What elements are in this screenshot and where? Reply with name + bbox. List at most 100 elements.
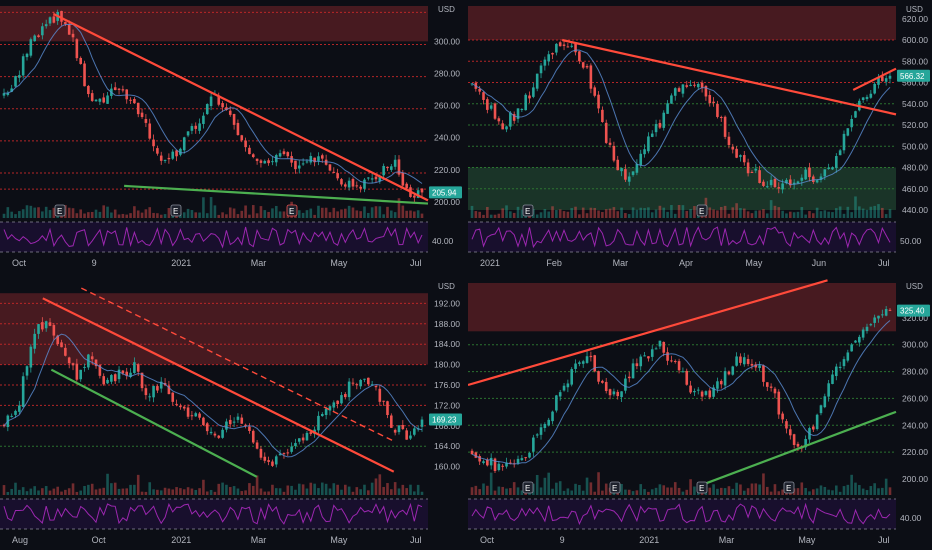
volume-bar [769, 200, 773, 218]
volume-bar [512, 212, 516, 218]
candle-body [209, 96, 213, 107]
candle-body [286, 152, 290, 157]
volume-bar [888, 487, 892, 495]
chart-panel-top-right[interactable]: 50.00 E E USD 620.00 600.00 580.00 560.00 540.00… [468, 0, 932, 273]
rsi-line [471, 226, 891, 249]
candle-body [819, 176, 823, 180]
candle-body [631, 363, 635, 379]
volume-bar [14, 214, 17, 218]
y-tick-label: 500.00 [902, 141, 928, 151]
volume-bar [324, 207, 328, 218]
volume-bar [401, 205, 405, 218]
volume-bar [543, 209, 547, 218]
volume-bar [267, 211, 270, 218]
y-tick-label: 200.00 [434, 197, 460, 207]
trendline-green [50, 368, 258, 478]
volume-bar [41, 488, 44, 495]
candle-body [666, 103, 669, 114]
candle-body [685, 370, 689, 385]
volume-bar [378, 474, 382, 495]
volume-bar [213, 491, 217, 495]
candle-body [620, 168, 623, 172]
volume-bar [259, 206, 263, 218]
candle-body [696, 83, 700, 88]
volume-bar [25, 491, 29, 495]
volume-bar [125, 488, 129, 495]
earnings-marker [170, 204, 182, 217]
volume-bar [213, 205, 217, 218]
candle-body [182, 137, 186, 151]
volume-bar [831, 490, 834, 495]
volume-bar [106, 473, 109, 495]
candle-body [827, 167, 830, 169]
candle-body [693, 390, 696, 393]
candle-body [712, 101, 715, 104]
candle-body [497, 118, 501, 122]
candle-body [347, 180, 351, 188]
candle-body [171, 392, 175, 402]
candle-body [374, 176, 378, 180]
volume-bar [574, 483, 577, 495]
candle-body [267, 160, 270, 164]
candle-body [251, 154, 255, 158]
volume-bar [336, 211, 339, 218]
volume-bar [662, 485, 666, 495]
candle-body [244, 424, 247, 426]
candle-body [827, 383, 830, 397]
volume-bar [566, 211, 570, 218]
y-tick-label: 620.00 [902, 14, 928, 24]
candle-body [578, 51, 581, 62]
candle-body [144, 388, 148, 396]
volume-bar [317, 488, 320, 495]
x-tick-label: May [330, 258, 348, 268]
candle-body [854, 340, 857, 343]
chart-panel-bottom-left[interactable]: USD 192.00 188.00 184.00 180.00 176.00 172.00 1… [0, 277, 464, 550]
volume-bar [67, 207, 71, 218]
candle-body [267, 460, 270, 462]
candle-body [624, 169, 627, 180]
candle-body [612, 145, 616, 161]
volume-bar [489, 472, 493, 495]
candle-body [505, 462, 508, 467]
chart-panel-top-left[interactable]: 40.00 E E E USD 300.00 280.00 260.00 240.00 220.0… [0, 0, 464, 273]
chart-bottom-left: USD 192.00 188.00 184.00 180.00 176.00 172.00 1… [0, 277, 464, 550]
candle-body [29, 346, 33, 368]
candle-body [378, 388, 382, 402]
volume-bar [21, 209, 25, 218]
candle-body [865, 96, 869, 100]
volume-bar [627, 489, 631, 495]
candle-body [79, 369, 82, 380]
volume-bar [861, 488, 865, 495]
candle-body [658, 122, 662, 128]
volume-bar [647, 207, 650, 218]
y-tick-label: 168.00 [434, 421, 460, 431]
candle-body [547, 54, 550, 62]
candle-body [639, 153, 643, 165]
volume-bar [29, 488, 33, 495]
volume-bar [156, 489, 159, 495]
volume-bar [14, 482, 17, 495]
volume-bar [574, 206, 577, 218]
candle-body [136, 364, 140, 372]
candle-body [593, 87, 597, 96]
volume-bar [209, 489, 213, 495]
volume-bar [470, 205, 474, 218]
candle-body [689, 385, 692, 393]
volume-bar [10, 211, 13, 218]
volume-bar [827, 489, 830, 495]
candle-body [98, 98, 102, 102]
volume-bar [305, 210, 309, 218]
chart-panel-bottom-right[interactable]: 40.00 E E E E USD 320.00 300.00 280.00 260.00 240.… [468, 277, 932, 550]
volume-bar [739, 484, 742, 495]
volume-bar [413, 211, 416, 218]
volume-bar [639, 207, 643, 218]
candle-body [209, 431, 213, 434]
candle-body [539, 65, 543, 74]
candle-body [324, 408, 328, 415]
volume-bar [566, 488, 570, 495]
candle-body [677, 361, 681, 371]
candle-body [509, 462, 512, 464]
candle-body [570, 45, 574, 47]
volume-bar [29, 205, 33, 218]
candle-body [87, 85, 90, 95]
